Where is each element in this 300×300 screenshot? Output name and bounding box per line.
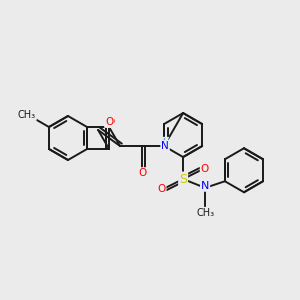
Text: O: O: [201, 164, 209, 174]
Text: CH₃: CH₃: [18, 110, 36, 120]
Text: N: N: [161, 141, 169, 151]
Text: CH₃: CH₃: [196, 208, 214, 218]
Text: H: H: [162, 138, 168, 147]
Text: O: O: [138, 168, 146, 178]
Text: O: O: [158, 184, 166, 194]
Text: S: S: [179, 172, 187, 186]
Text: O: O: [106, 117, 114, 127]
Text: O: O: [105, 117, 113, 127]
Text: N: N: [201, 181, 209, 191]
